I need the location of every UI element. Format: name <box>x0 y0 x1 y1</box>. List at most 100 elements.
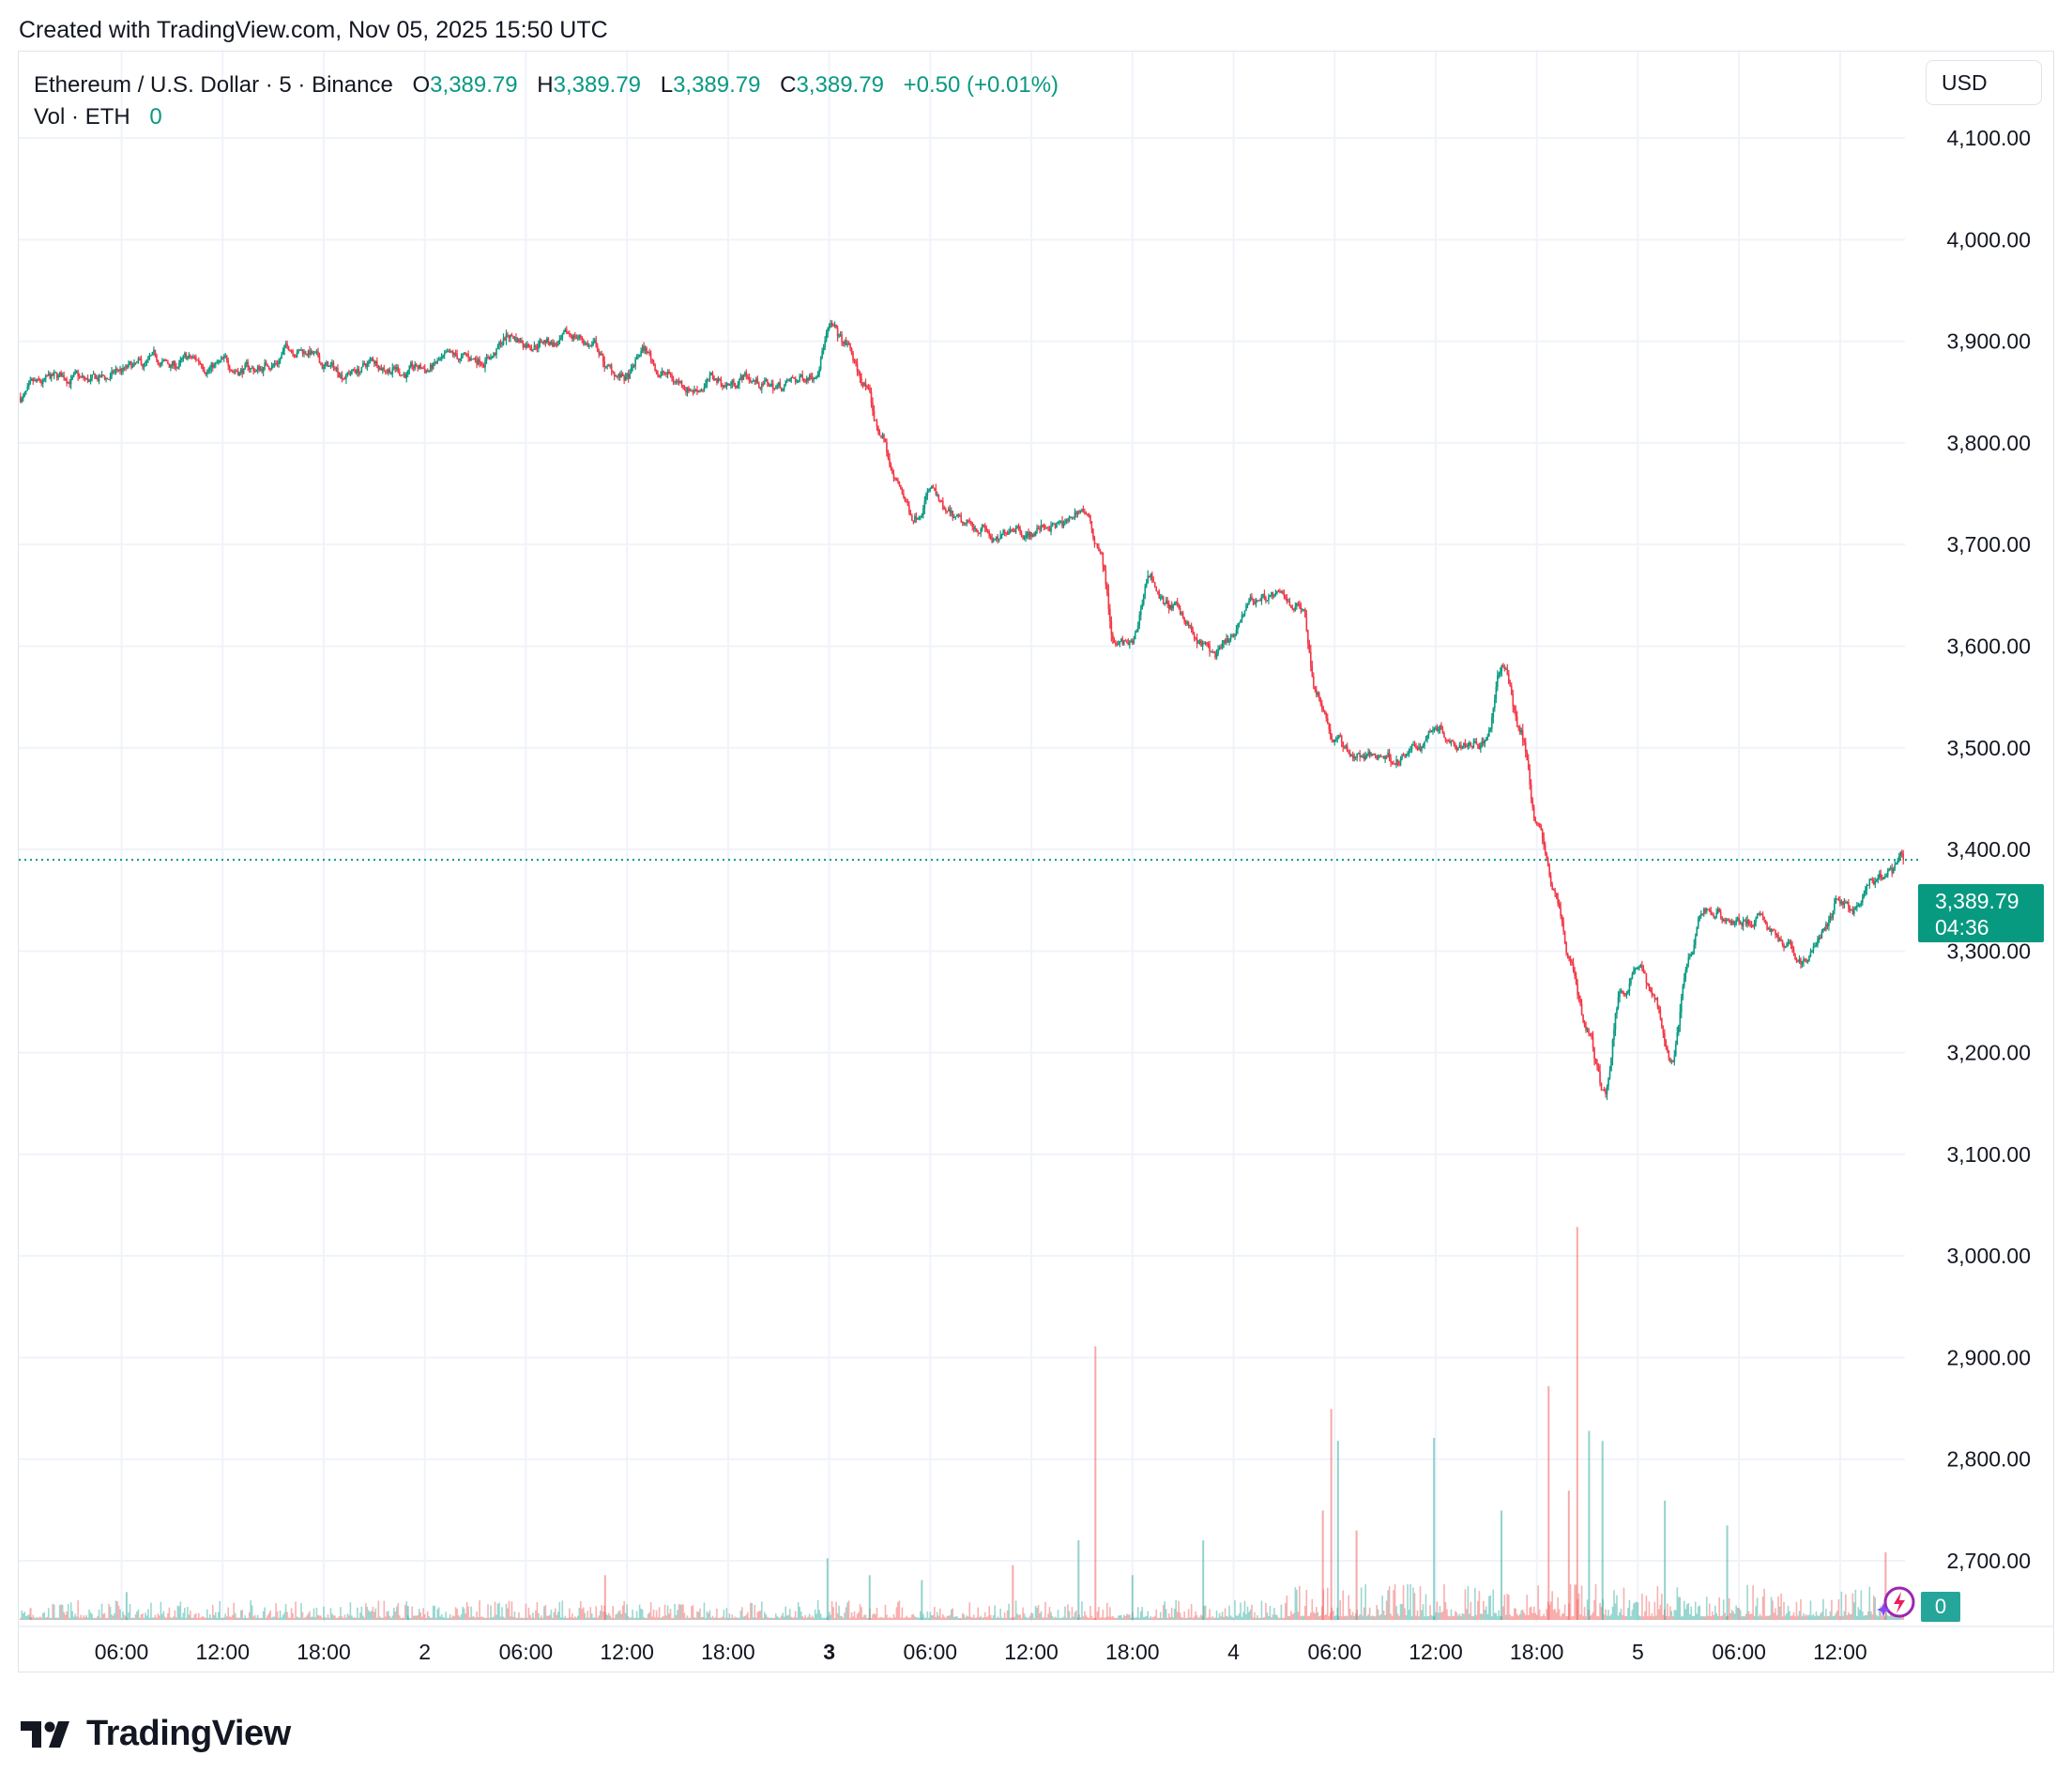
candle-body <box>1608 1071 1611 1078</box>
candle-body <box>208 368 211 371</box>
candle-body <box>64 378 67 381</box>
volume-bar <box>1416 1610 1419 1620</box>
volume-bar <box>692 1605 694 1620</box>
candle-body <box>1589 1033 1592 1035</box>
volume-bar <box>462 1606 464 1620</box>
volume-bar <box>1669 1606 1671 1620</box>
candle-body <box>459 359 461 360</box>
volume-bar <box>1580 1585 1583 1620</box>
volume-bar <box>632 1610 633 1620</box>
candle-body <box>576 337 579 339</box>
candle-body <box>1641 965 1643 969</box>
candle-body <box>1656 998 1659 1007</box>
volume-bar <box>129 1603 131 1620</box>
volume-spike-bar <box>1131 1575 1134 1620</box>
candle-body <box>1758 912 1760 916</box>
currency-button[interactable]: USD <box>1926 60 2042 105</box>
chart-pane[interactable] <box>18 51 2054 1672</box>
candle-body <box>1367 751 1369 755</box>
candle-body <box>714 378 717 381</box>
candle-body <box>1699 915 1701 920</box>
volume-bar <box>199 1617 202 1620</box>
time-tick-label: 06:00 <box>1712 1640 1766 1664</box>
candle-body <box>741 375 743 380</box>
candle-body <box>35 380 38 382</box>
candle-body <box>1234 634 1236 637</box>
price-tick-label: 3,500.00 <box>1946 736 2031 760</box>
volume-bar <box>1902 1614 1905 1620</box>
volume-bar <box>1116 1617 1119 1620</box>
candle-body <box>1676 1032 1679 1045</box>
candle-body <box>1388 752 1391 758</box>
candle-body <box>1851 909 1854 914</box>
candle-body <box>445 352 447 354</box>
volume-bar <box>1020 1617 1023 1620</box>
volume-bar <box>887 1617 890 1620</box>
volume-bar <box>661 1616 663 1620</box>
candle-body <box>1582 1014 1584 1022</box>
volume-bar <box>825 1617 828 1620</box>
candle-body <box>1866 884 1868 891</box>
tradingview-logo[interactable]: TradingView <box>21 1714 291 1754</box>
candle-body <box>1840 901 1843 904</box>
candle-body <box>1280 591 1283 593</box>
volume-bar <box>942 1613 944 1620</box>
volume-bar <box>318 1615 321 1620</box>
volume-bar <box>641 1609 644 1620</box>
candle-body <box>1857 905 1860 907</box>
candle-body <box>312 351 313 354</box>
candle-body <box>1189 625 1191 627</box>
volume-bar <box>1279 1617 1281 1620</box>
volume-bar <box>439 1616 441 1620</box>
candle-body <box>983 526 986 528</box>
sparkle-lightning-icon[interactable] <box>1877 1582 1916 1622</box>
volume-bar <box>703 1602 706 1620</box>
candle-body <box>1155 586 1158 591</box>
volume-bar <box>1379 1614 1382 1620</box>
candle-body <box>1620 990 1623 992</box>
volume-bar <box>644 1617 647 1620</box>
volume-bar <box>1257 1617 1260 1620</box>
volume-bar <box>156 1617 158 1620</box>
candle-body <box>739 379 740 385</box>
candle-body <box>1259 600 1261 602</box>
volume-bar <box>248 1611 251 1620</box>
candle-body <box>58 373 61 376</box>
candle-body <box>555 343 556 344</box>
volume-bar <box>61 1604 64 1620</box>
volume-bar <box>1842 1615 1844 1620</box>
legend-open-label: O <box>412 72 431 98</box>
candle-body <box>737 384 739 389</box>
candle-body <box>1846 902 1849 904</box>
volume-bar <box>1150 1615 1152 1620</box>
candle-body <box>1569 958 1572 962</box>
volume-bar <box>1688 1613 1691 1620</box>
candle-body <box>1006 533 1009 535</box>
volume-bar <box>727 1617 729 1620</box>
time-axis[interactable]: 06:00 12:00 18:00 2 06:00 12:00 18:00 3 06:00 12:… <box>19 1626 2053 1664</box>
volume-bar <box>1783 1601 1785 1620</box>
price-axis[interactable]: 2,700.002,800.002,900.003,000.003,100.00… <box>1946 126 2031 1573</box>
candle-body <box>1872 880 1875 885</box>
legend-volume-label[interactable]: Vol · ETH <box>34 104 130 130</box>
volume-bar <box>471 1616 474 1620</box>
volume-bar <box>1362 1615 1364 1620</box>
volume-bar <box>1650 1615 1652 1620</box>
volume-bar <box>1715 1612 1718 1620</box>
legend-symbol[interactable]: Ethereum / U.S. Dollar · 5 · Binance <box>34 72 393 98</box>
candle-body <box>429 364 432 371</box>
candle-body <box>981 525 983 529</box>
candle-body <box>1735 920 1737 924</box>
candle-body <box>63 375 65 379</box>
volume-bar <box>1215 1611 1218 1620</box>
candle-body <box>1221 644 1224 649</box>
volume-bar <box>1735 1605 1737 1620</box>
volume-bar <box>50 1617 53 1620</box>
candle-body <box>547 338 550 343</box>
volume-bar <box>84 1616 86 1620</box>
volume-bar <box>1402 1584 1405 1620</box>
volume-spike-bar <box>1336 1441 1339 1620</box>
candle-body <box>1895 863 1897 864</box>
volume-bar <box>312 1616 313 1620</box>
